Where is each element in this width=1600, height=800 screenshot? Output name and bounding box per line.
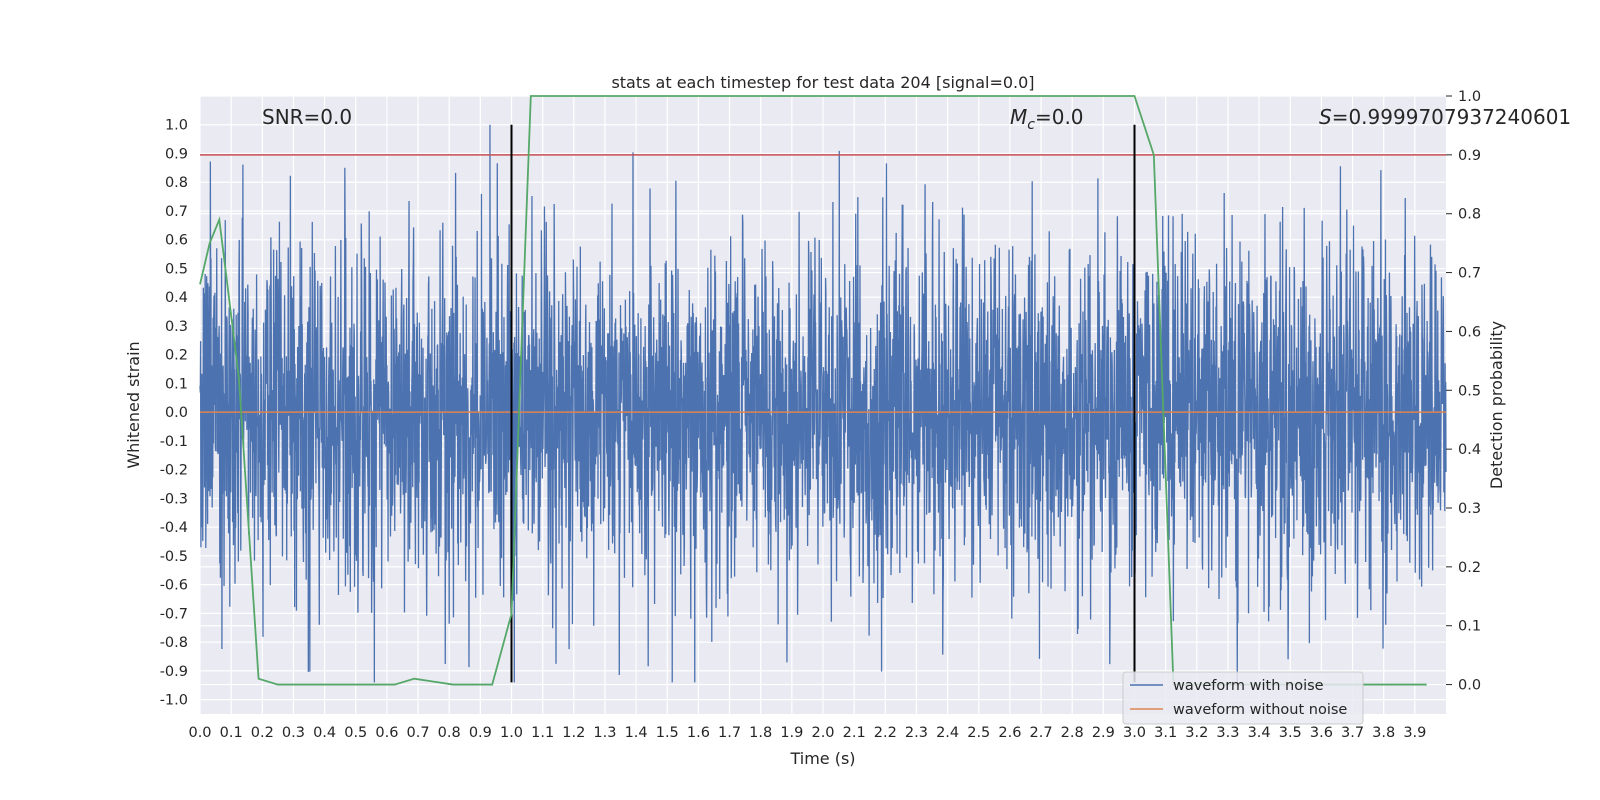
chart-title: stats at each timestep for test data 204… [611, 73, 1034, 92]
y-right-tick-label: 0.5 [1458, 383, 1481, 399]
x-tick-label: 1.6 [687, 725, 710, 741]
x-tick-label: 0.3 [282, 725, 305, 741]
x-tick-label: 2.2 [874, 725, 897, 741]
y-left-tick-label: 0.6 [165, 233, 188, 249]
y-right-tick-label: 1.0 [1458, 89, 1481, 105]
series-waveform-with-noise [199, 124, 1447, 683]
x-tick-label: 0.7 [407, 725, 430, 741]
snr-annotation: SNR=0.0 [262, 105, 352, 129]
x-tick-label: 1.7 [718, 725, 741, 741]
y-left-tick-label: 0.3 [165, 319, 188, 335]
x-tick-label: 3.1 [1154, 725, 1177, 741]
x-tick-label: 1.0 [500, 725, 523, 741]
chirp-mass-annotation: Mc=0.0 [1010, 105, 1084, 133]
x-tick-label: 3.2 [1185, 725, 1208, 741]
x-tick-label: 2.1 [843, 725, 866, 741]
y-left-tick-label: -0.5 [160, 549, 188, 565]
y-left-tick-label: -0.8 [160, 635, 188, 651]
x-tick-label: 1.8 [749, 725, 772, 741]
y-right-tick-label: 0.3 [1458, 501, 1481, 517]
x-tick-label: 0.6 [375, 725, 398, 741]
y-left-tick-label: 1.0 [165, 118, 188, 134]
y-left-tick-label: 0.7 [165, 204, 188, 220]
x-tick-label: 1.5 [656, 725, 679, 741]
score-value: =0.9999707937240601 [1332, 105, 1571, 129]
x-tick-label: 2.4 [936, 725, 959, 741]
x-tick-label: 2.9 [1092, 725, 1115, 741]
y-left-tick-label: 0.0 [165, 405, 188, 421]
score-annotation: S=0.9999707937240601 [1319, 105, 1571, 129]
y-left-tick-label: -0.4 [160, 520, 188, 536]
y-left-tick-label: 0.4 [165, 290, 188, 306]
score-symbol: S [1319, 105, 1332, 129]
y-left-tick-label: -0.6 [160, 578, 188, 594]
x-tick-label: 3.9 [1403, 725, 1426, 741]
chirp-mass-subscript: c [1027, 117, 1035, 133]
y-left-tick-label: -0.2 [160, 463, 188, 479]
x-tick-label: 1.2 [562, 725, 585, 741]
y-left-tick-label: -0.1 [160, 434, 188, 450]
x-tick-label: 3.0 [1123, 725, 1146, 741]
y-right-tick-label: 0.6 [1458, 324, 1481, 340]
y-left-tick-label: 0.9 [165, 146, 188, 162]
chirp-mass-value: =0.0 [1035, 105, 1084, 129]
y-left-tick-label: 0.1 [165, 376, 188, 392]
y-left-tick-label: 0.8 [165, 175, 188, 191]
x-tick-label: 1.3 [593, 725, 616, 741]
x-tick-label: 2.6 [998, 725, 1021, 741]
y-right-tick-label: 0.4 [1458, 442, 1481, 458]
y-axis-right-label: Detection probability [1487, 321, 1506, 489]
x-tick-label: 0.1 [220, 725, 243, 741]
x-tick-label: 3.8 [1372, 725, 1395, 741]
y-right-tick-label: 0.7 [1458, 266, 1481, 282]
x-tick-label: 0.8 [438, 725, 461, 741]
y-right-tick-label: 0.9 [1458, 148, 1481, 164]
x-tick-label: 1.4 [625, 725, 648, 741]
y-left-tick-label: -0.3 [160, 491, 188, 507]
y-right-tick-label: 0.2 [1458, 560, 1481, 576]
y-right-tick-label: 0.8 [1458, 207, 1481, 223]
legend-box [1122, 671, 1364, 725]
x-tick-label: 0.5 [344, 725, 367, 741]
axis-ticks: 0.0 0.1 0.2 0.3 0.4 0.5 0.6 0.7 0.8 0.9 1.0 1.1 1.2 1… [160, 89, 1481, 741]
x-tick-label: 2.0 [811, 725, 834, 741]
x-tick-label: 3.4 [1248, 725, 1271, 741]
x-tick-label: 3.6 [1310, 725, 1333, 741]
y-left-tick-label: -0.9 [160, 664, 188, 680]
x-tick-label: 0.9 [469, 725, 492, 741]
x-tick-label: 3.3 [1216, 725, 1239, 741]
y-right-tick-label: 0.1 [1458, 619, 1481, 635]
chirp-mass-symbol: M [1010, 105, 1027, 129]
x-tick-label: 3.7 [1341, 725, 1364, 741]
y-right-tick-label: 0.0 [1458, 678, 1481, 694]
x-tick-label: 0.4 [313, 725, 336, 741]
legend-label-waveform-without-noise: waveform without noise [1173, 702, 1347, 718]
x-tick-label: 1.9 [780, 725, 803, 741]
x-tick-label: 1.1 [531, 725, 554, 741]
x-tick-label: 2.3 [905, 725, 928, 741]
x-tick-label: 0.2 [251, 725, 274, 741]
x-tick-label: 0.0 [188, 725, 211, 741]
x-axis-label: Time (s) [789, 749, 855, 768]
y-left-tick-label: 0.5 [165, 261, 188, 277]
x-tick-label: 2.8 [1061, 725, 1084, 741]
legend-label-waveform-with-noise: waveform with noise [1173, 678, 1324, 694]
legend: waveform with noise waveform without noi… [1122, 671, 1364, 725]
y-left-tick-label: -1.0 [160, 693, 188, 709]
x-tick-label: 2.7 [1030, 725, 1053, 741]
y-axis-left-label: Whitened strain [124, 341, 143, 468]
y-left-tick-label: 0.2 [165, 348, 188, 364]
x-tick-label: 3.5 [1279, 725, 1302, 741]
y-left-tick-label: -0.7 [160, 606, 188, 622]
x-tick-label: 2.5 [967, 725, 990, 741]
